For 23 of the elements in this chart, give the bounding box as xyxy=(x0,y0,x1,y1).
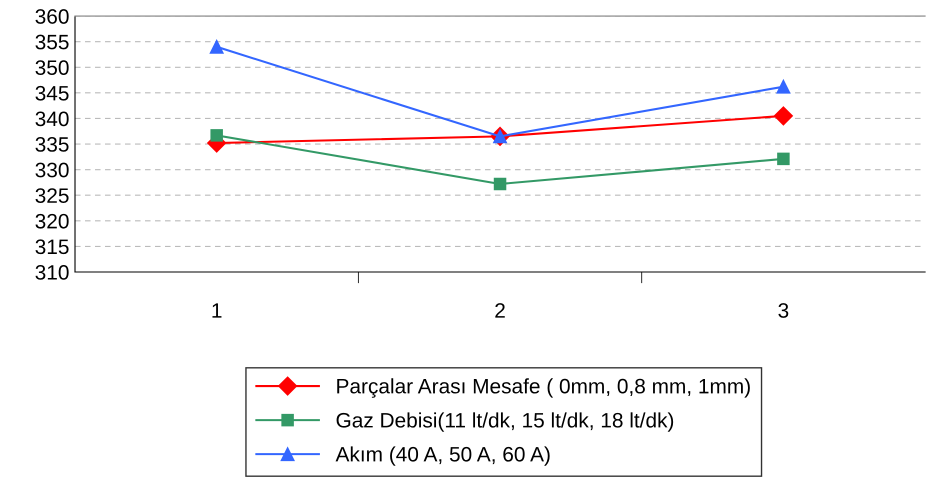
point xyxy=(776,80,790,94)
legend-label: Akım (40 A, 50 A, 60 A) xyxy=(336,446,550,466)
x-tick-label: 1 xyxy=(212,303,222,318)
point xyxy=(494,178,506,190)
point xyxy=(774,106,793,126)
point xyxy=(210,129,223,142)
y-tick-label: 360 xyxy=(35,9,69,24)
point xyxy=(210,40,224,54)
y-tick-label: 340 xyxy=(35,111,69,126)
x-tick-label: 3 xyxy=(778,303,788,318)
y-tick-label: 325 xyxy=(35,188,69,203)
y-tick-label: 310 xyxy=(35,265,69,280)
x-tick-label: 2 xyxy=(495,303,505,318)
y-tick-label: 315 xyxy=(35,239,69,254)
y-tick-label: 345 xyxy=(35,86,69,101)
y-tick-label: 320 xyxy=(35,214,69,229)
legend-label: Gaz Debisi(11 lt/dk, 15 lt/dk, 18 lt/dk) xyxy=(336,412,674,432)
y-tick-label: 350 xyxy=(35,60,69,76)
legend-label: Parçalar Arası Mesafe ( 0mm, 0,8 mm, 1mm) xyxy=(337,378,750,398)
y-tick-label: 335 xyxy=(35,137,69,152)
y-tick-label: 355 xyxy=(35,34,69,50)
y-tick-label: 330 xyxy=(35,162,69,178)
point xyxy=(777,152,790,166)
